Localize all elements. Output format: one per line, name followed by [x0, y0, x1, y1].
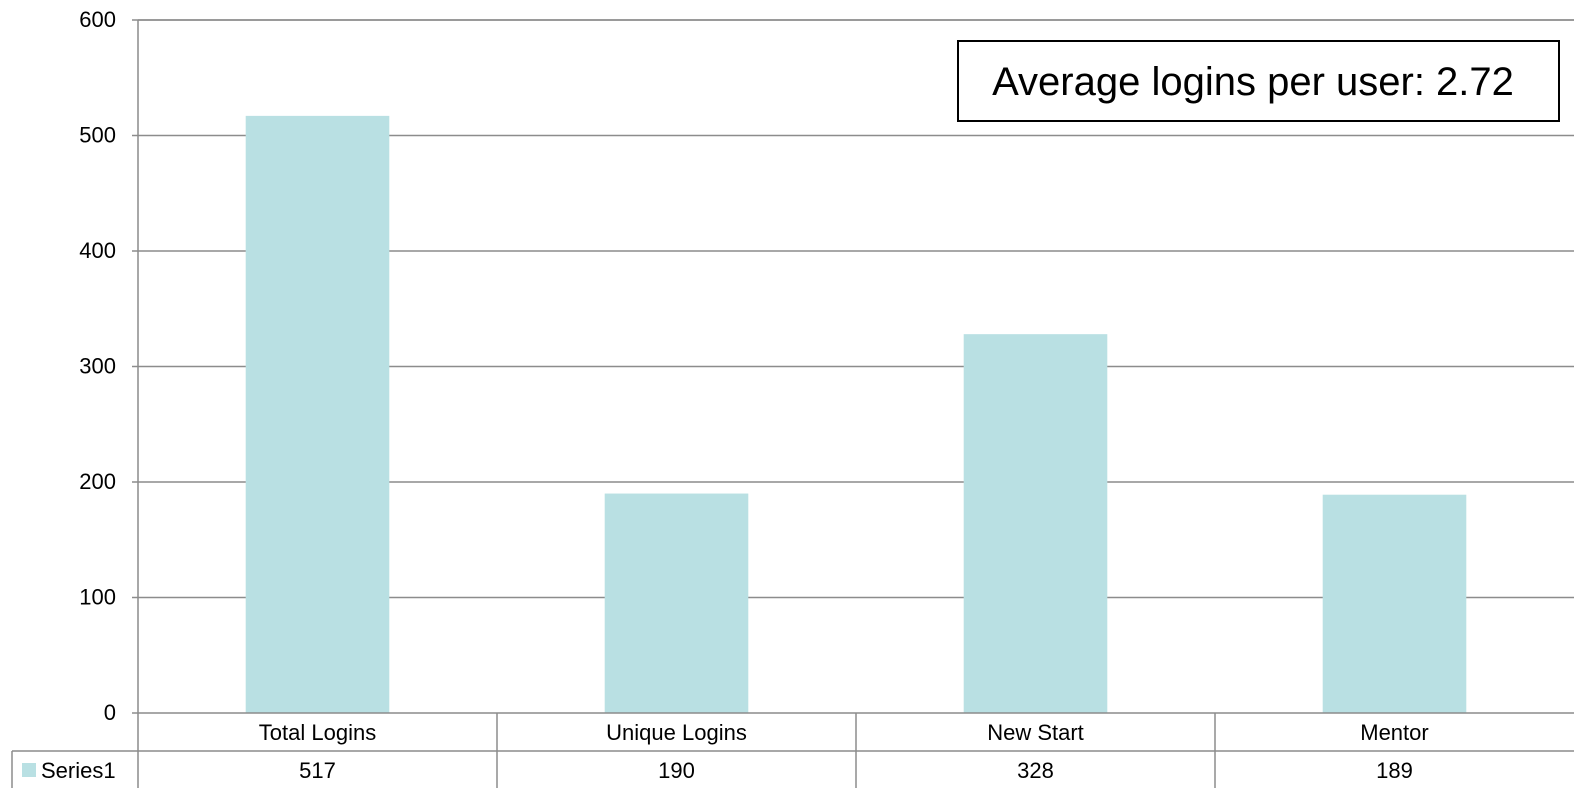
y-tick-label: 600: [79, 7, 116, 32]
bar-new-start: [963, 334, 1108, 713]
y-tick-label: 400: [79, 238, 116, 263]
category-label: Mentor: [1360, 720, 1428, 745]
y-tick-label: 100: [79, 585, 116, 610]
data-table-value: 190: [658, 758, 695, 783]
bars: [245, 115, 1467, 714]
series-legend-label: Series1: [41, 758, 116, 783]
data-table-value: 517: [299, 758, 336, 783]
data-table-value: 189: [1376, 758, 1413, 783]
bar-unique-logins: [604, 493, 749, 713]
category-label: New Start: [987, 720, 1084, 745]
category-label: Unique Logins: [606, 720, 747, 745]
annotation-border: [957, 40, 1560, 122]
y-tick-label: 500: [79, 123, 116, 148]
y-tick-label: 200: [79, 469, 116, 494]
bar-mentor: [1322, 494, 1467, 713]
y-tick-label: 300: [79, 354, 116, 379]
bar-total-logins: [245, 115, 390, 714]
y-tick-labels: 0 100 200 300 400 500 600: [79, 7, 116, 725]
data-table-value: 328: [1017, 758, 1054, 783]
category-label: Total Logins: [259, 720, 376, 745]
annotation-box: Average logins per user: 2.72: [957, 40, 1560, 122]
annotation-text: Average logins per user: 2.72: [992, 60, 1514, 104]
data-table: Total Logins Unique Logins New Start Mentor…: [11, 713, 1574, 788]
y-tick-label: 0: [104, 700, 116, 725]
series-legend-swatch: [22, 763, 36, 777]
